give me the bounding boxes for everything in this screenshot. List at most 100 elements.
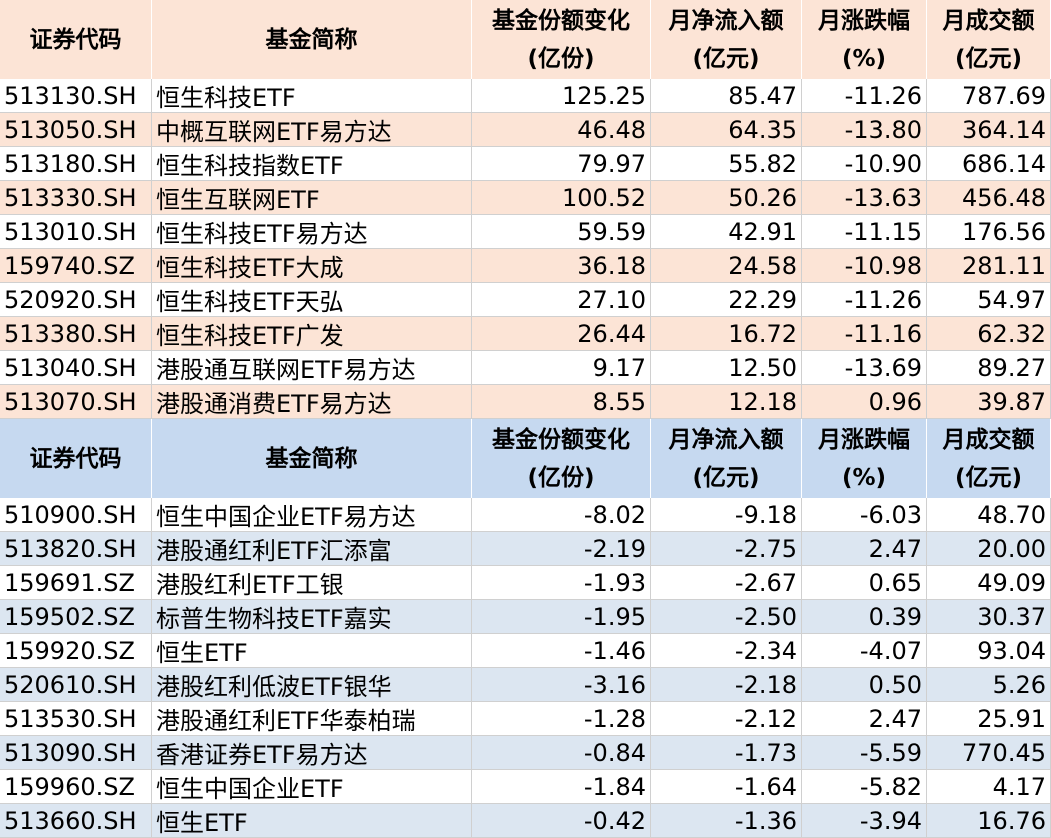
- value-cell: 0.96: [802, 385, 927, 419]
- value-cell: 25.91: [927, 702, 1051, 736]
- value-cell: 456.48: [927, 181, 1051, 215]
- name-cell: 恒生中国企业ETF: [152, 770, 472, 804]
- value-cell: 30.37: [927, 600, 1051, 634]
- value-cell: 54.97: [927, 283, 1051, 317]
- code-cell: 159920.SZ: [0, 634, 152, 668]
- value-cell: 125.25: [472, 79, 651, 113]
- header-cell: 月涨跌幅 (%): [802, 0, 927, 79]
- code-cell: 510900.SH: [0, 498, 152, 532]
- value-cell: -2.75: [651, 532, 802, 566]
- name-cell: 恒生ETF: [152, 634, 472, 668]
- code-cell: 159502.SZ: [0, 600, 152, 634]
- value-cell: 62.32: [927, 317, 1051, 351]
- value-cell: 2.47: [802, 532, 927, 566]
- name-cell: 恒生科技ETF广发: [152, 317, 472, 351]
- header-cell: 月成交额 (亿元): [927, 419, 1051, 498]
- code-cell: 159691.SZ: [0, 566, 152, 600]
- name-cell: 恒生科技ETF易方达: [152, 215, 472, 249]
- name-cell: 港股通互联网ETF易方达: [152, 351, 472, 385]
- code-cell: 513010.SH: [0, 215, 152, 249]
- value-cell: 12.18: [651, 385, 802, 419]
- value-cell: 281.11: [927, 249, 1051, 283]
- value-cell: 176.56: [927, 215, 1051, 249]
- value-cell: 27.10: [472, 283, 651, 317]
- header-text: 证券代码: [29, 26, 122, 53]
- header-text: (%): [841, 464, 887, 491]
- header-text: (亿元): [954, 45, 1023, 72]
- value-cell: 26.44: [472, 317, 651, 351]
- value-cell: -1.95: [472, 600, 651, 634]
- value-cell: -9.18: [651, 498, 802, 532]
- header-text: 基金份额变化: [492, 7, 630, 34]
- value-cell: -2.18: [651, 668, 802, 702]
- value-cell: -2.67: [651, 566, 802, 600]
- name-cell: 恒生中国企业ETF易方达: [152, 498, 472, 532]
- code-cell: 513330.SH: [0, 181, 152, 215]
- value-cell: -5.59: [802, 736, 927, 770]
- code-cell: 520610.SH: [0, 668, 152, 702]
- code-cell: 513130.SH: [0, 79, 152, 113]
- value-cell: -11.15: [802, 215, 927, 249]
- name-cell: 恒生科技指数ETF: [152, 147, 472, 181]
- code-cell: 513660.SH: [0, 804, 152, 838]
- name-cell: 恒生科技ETF: [152, 79, 472, 113]
- value-cell: -4.07: [802, 634, 927, 668]
- header-text: (%): [841, 45, 887, 72]
- header-text: 月成交额: [942, 7, 1035, 34]
- value-cell: -1.84: [472, 770, 651, 804]
- value-cell: 5.26: [927, 668, 1051, 702]
- value-cell: 9.17: [472, 351, 651, 385]
- value-cell: 16.72: [651, 317, 802, 351]
- header-text: (亿元): [692, 464, 760, 491]
- header-cell: 基金简称: [152, 0, 472, 79]
- name-cell: 港股通红利ETF华泰柏瑞: [152, 702, 472, 736]
- value-cell: 49.09: [927, 566, 1051, 600]
- name-cell: 恒生ETF: [152, 804, 472, 838]
- value-cell: 0.50: [802, 668, 927, 702]
- code-cell: 513820.SH: [0, 532, 152, 566]
- name-cell: 标普生物科技ETF嘉实: [152, 600, 472, 634]
- value-cell: -11.26: [802, 79, 927, 113]
- value-cell: 50.26: [651, 181, 802, 215]
- value-cell: 93.04: [927, 634, 1051, 668]
- value-cell: -2.50: [651, 600, 802, 634]
- value-cell: -2.12: [651, 702, 802, 736]
- header-text: (亿元): [954, 464, 1023, 491]
- value-cell: -1.64: [651, 770, 802, 804]
- value-cell: -2.34: [651, 634, 802, 668]
- header-text: 月成交额: [942, 426, 1035, 453]
- header-text: 月涨跌幅: [818, 7, 910, 34]
- code-cell: 513070.SH: [0, 385, 152, 419]
- code-cell: 159960.SZ: [0, 770, 152, 804]
- value-cell: 55.82: [651, 147, 802, 181]
- header-text: 基金份额变化: [492, 426, 630, 453]
- value-cell: 787.69: [927, 79, 1051, 113]
- value-cell: 89.27: [927, 351, 1051, 385]
- header-cell: 证券代码: [0, 419, 152, 498]
- value-cell: 22.29: [651, 283, 802, 317]
- header-text: 基金简称: [265, 445, 358, 472]
- header-cell: 月净流入额 (亿元): [651, 419, 802, 498]
- value-cell: -10.90: [802, 147, 927, 181]
- value-cell: -2.19: [472, 532, 651, 566]
- name-cell: 恒生互联网ETF: [152, 181, 472, 215]
- name-cell: 恒生科技ETF天弘: [152, 283, 472, 317]
- value-cell: -1.28: [472, 702, 651, 736]
- value-cell: 46.48: [472, 113, 651, 147]
- value-cell: 24.58: [651, 249, 802, 283]
- value-cell: 48.70: [927, 498, 1051, 532]
- value-cell: 770.45: [927, 736, 1051, 770]
- value-cell: -3.16: [472, 668, 651, 702]
- header-text: 基金简称: [265, 26, 358, 53]
- header-cell: 基金份额变化 (亿份): [472, 419, 651, 498]
- value-cell: 0.39: [802, 600, 927, 634]
- name-cell: 恒生科技ETF大成: [152, 249, 472, 283]
- name-cell: 中概互联网ETF易方达: [152, 113, 472, 147]
- header-cell: 基金简称: [152, 419, 472, 498]
- value-cell: -3.94: [802, 804, 927, 838]
- name-cell: 香港证券ETF易方达: [152, 736, 472, 770]
- value-cell: -6.03: [802, 498, 927, 532]
- value-cell: -13.80: [802, 113, 927, 147]
- header-cell: 月涨跌幅 (%): [802, 419, 927, 498]
